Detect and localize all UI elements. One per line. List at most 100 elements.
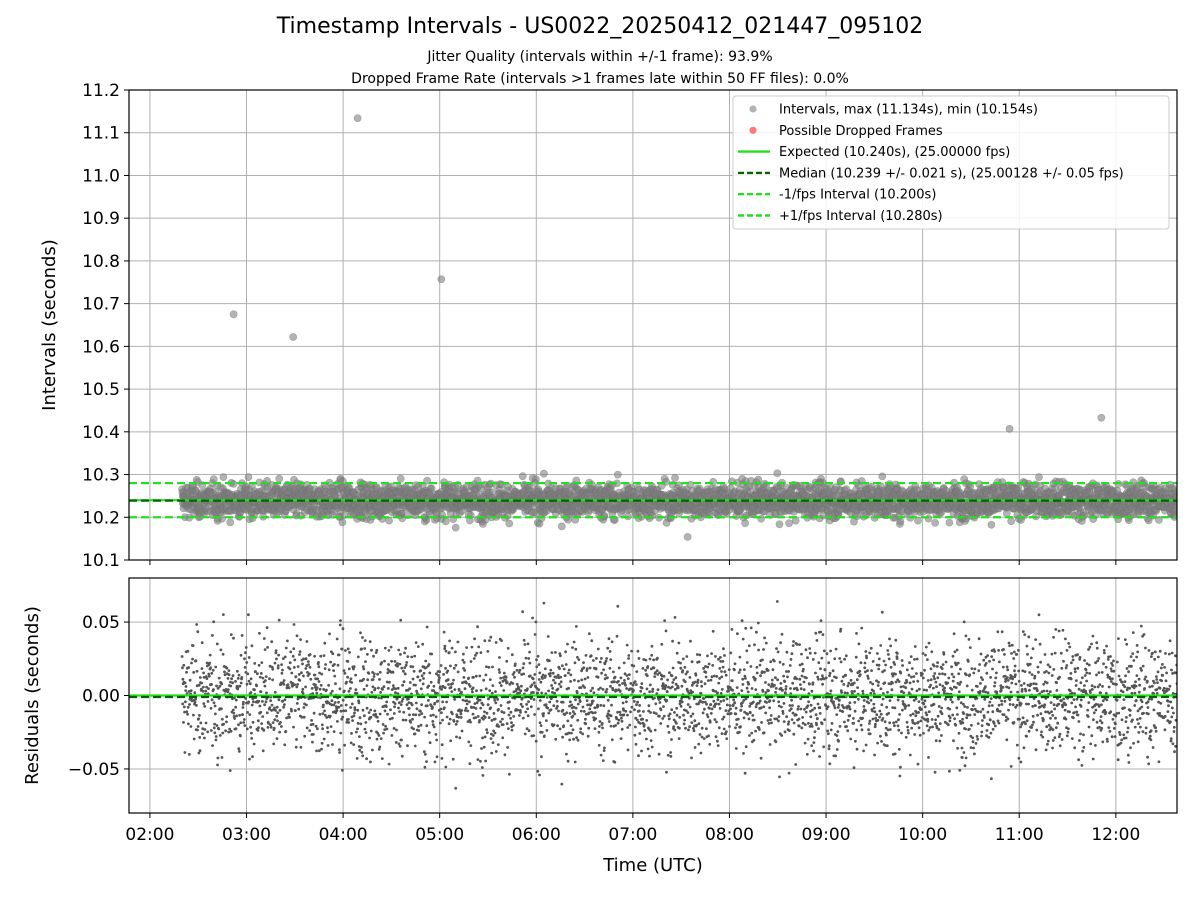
residual-point xyxy=(225,715,229,719)
residual-point xyxy=(440,688,443,691)
x-tick-label: 11:00 xyxy=(995,825,1044,845)
interval-outlier-point xyxy=(1005,424,1014,433)
residual-point xyxy=(428,741,432,745)
residual-point xyxy=(398,662,402,666)
residual-point xyxy=(465,646,468,649)
residual-point xyxy=(356,655,360,659)
residual-point xyxy=(360,647,363,651)
interval-outlier-point xyxy=(1097,413,1106,422)
residual-point xyxy=(492,712,496,715)
interval-point xyxy=(741,519,749,528)
residual-point xyxy=(361,754,365,758)
x-tick-label: 02:00 xyxy=(125,825,174,845)
residual-point xyxy=(311,740,314,744)
residual-point xyxy=(228,769,232,772)
residual-point xyxy=(402,710,406,714)
residual-point xyxy=(466,709,470,713)
residual-point xyxy=(260,722,263,725)
residual-point xyxy=(287,686,291,690)
residual-point xyxy=(367,711,371,714)
residual-point xyxy=(313,673,317,677)
residual-point xyxy=(375,715,379,719)
residual-point xyxy=(458,736,462,740)
residual-point xyxy=(195,704,198,707)
residual-point xyxy=(378,670,382,674)
residual-point xyxy=(320,741,324,745)
residual-point xyxy=(451,682,454,685)
residual-point xyxy=(395,697,399,701)
residual-point xyxy=(482,678,486,682)
y-tick-label: 10.4 xyxy=(82,423,120,443)
residual-point xyxy=(212,701,216,705)
residual-point xyxy=(333,663,336,666)
residual-point xyxy=(389,645,393,649)
residual-point xyxy=(485,728,489,732)
residual-point xyxy=(347,667,351,671)
chart-subtitle-jitter: Jitter Quality (intervals within +/-1 fr… xyxy=(427,49,773,65)
residual-point xyxy=(255,684,258,688)
residual-point xyxy=(331,652,335,656)
residual-point xyxy=(206,700,210,703)
residual-point xyxy=(281,668,284,672)
residual-point xyxy=(525,703,528,706)
residual-point xyxy=(502,711,506,714)
residual-point xyxy=(485,731,489,735)
residual-point xyxy=(262,729,266,732)
residual-point xyxy=(271,678,274,682)
residual-point xyxy=(301,687,305,691)
residual-point xyxy=(215,642,219,646)
interval-point xyxy=(924,514,933,523)
residual-point xyxy=(480,747,483,750)
residual-point xyxy=(222,613,225,616)
residual-point xyxy=(412,727,415,731)
residual-point xyxy=(422,671,426,675)
residual-point xyxy=(247,613,250,617)
residual-point xyxy=(202,702,206,705)
interval-point xyxy=(540,469,548,478)
residual-point xyxy=(405,703,409,707)
residual-point xyxy=(491,734,495,737)
residual-point xyxy=(200,641,204,645)
residual-point xyxy=(413,732,417,736)
y-tick-label: 0.00 xyxy=(82,687,120,707)
residual-point xyxy=(350,732,353,735)
residual-point xyxy=(283,703,286,706)
residual-point xyxy=(400,666,404,670)
y-tick-label: 0.05 xyxy=(82,613,120,633)
residual-point xyxy=(273,690,277,694)
residual-point xyxy=(184,700,187,704)
residual-point xyxy=(248,713,252,716)
residual-point xyxy=(239,681,243,685)
residual-point xyxy=(320,723,324,727)
residual-point xyxy=(483,716,487,719)
interval-outlier-point xyxy=(289,333,298,341)
residual-point xyxy=(264,675,268,678)
residual-point xyxy=(238,684,242,688)
residual-point xyxy=(344,703,348,707)
residual-point xyxy=(364,731,368,734)
residual-point xyxy=(216,763,220,767)
residual-point xyxy=(256,719,260,723)
interval-point xyxy=(775,520,784,529)
residual-point xyxy=(193,700,197,704)
residual-point xyxy=(300,715,304,719)
residual-point xyxy=(269,725,273,729)
residual-point xyxy=(238,713,242,717)
residual-point xyxy=(308,653,312,656)
residual-point xyxy=(411,665,415,669)
residual-point xyxy=(444,765,448,769)
residual-point xyxy=(467,676,470,680)
residual-point xyxy=(441,700,445,704)
residual-point xyxy=(515,682,519,686)
residual-point xyxy=(468,762,472,766)
residual-point xyxy=(438,670,442,674)
residual-point xyxy=(487,716,491,719)
residual-point xyxy=(344,649,347,652)
residual-point xyxy=(293,658,297,662)
residual-point xyxy=(272,742,276,746)
residual-point xyxy=(326,730,330,734)
chart-subtitle-dropped: Dropped Frame Rate (intervals >1 frames … xyxy=(351,71,849,87)
residual-point xyxy=(459,716,463,719)
residual-point xyxy=(352,714,356,718)
residual-point xyxy=(315,691,319,695)
